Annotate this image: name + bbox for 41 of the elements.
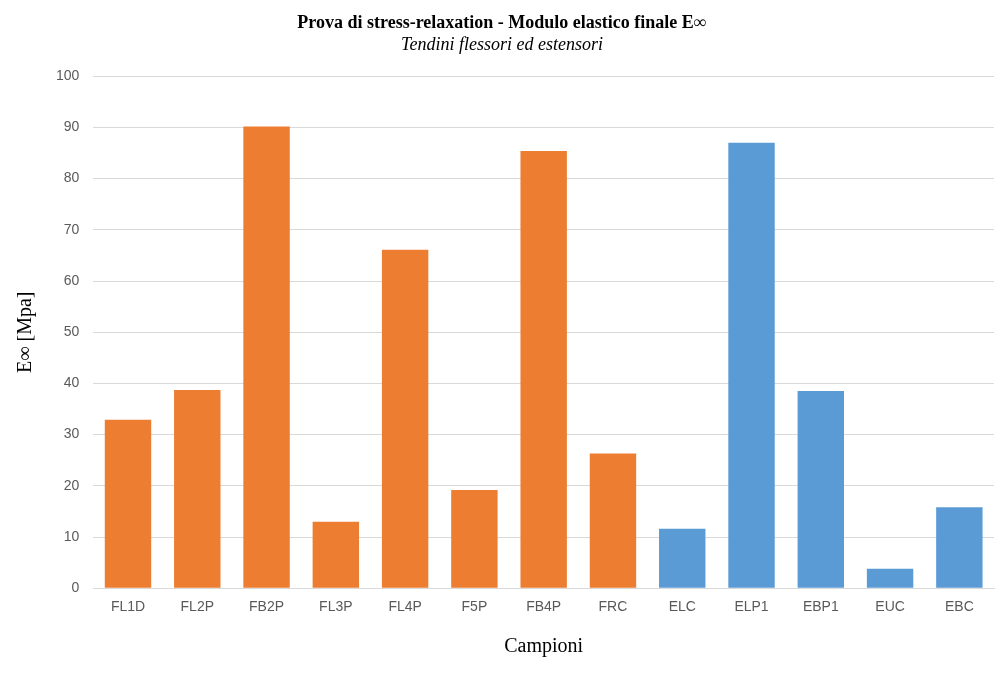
bar (451, 489, 498, 588)
x-tick-label: EBP1 (802, 598, 839, 615)
y-tick-label: 40 (63, 374, 80, 391)
y-axis-title: E∞ [Mpa] (13, 291, 37, 373)
bar (312, 521, 360, 588)
x-tick-label: F5P (461, 598, 488, 615)
x-tick-label: FB2P (249, 598, 285, 615)
bar (659, 528, 706, 588)
bar (243, 126, 290, 588)
chart-subtitle: Tendini flessori ed estensori (401, 34, 603, 55)
bar (381, 249, 429, 588)
bar (174, 390, 221, 588)
y-tick-label: 10 (63, 527, 80, 544)
x-tick-label: FL2P (180, 598, 215, 615)
x-tick-label: FL1D (110, 598, 146, 615)
y-tick-label: 50 (63, 323, 80, 340)
x-tick-label: FB4P (526, 598, 562, 615)
y-tick-label: 70 (63, 220, 80, 237)
x-axis-title: Campioni (504, 634, 584, 658)
x-tick-label: EUC (875, 598, 905, 615)
y-tick-label: 100 (56, 67, 80, 84)
bar (520, 150, 567, 588)
x-tick-label: EBC (944, 598, 974, 615)
chart-title: Prova di stress-relaxation - Modulo elastico finale E∞ (297, 12, 707, 33)
x-tick-label: FL4P (388, 598, 422, 615)
bar (866, 568, 914, 588)
bar (104, 419, 152, 588)
x-tick-label: FRC (598, 598, 628, 615)
bar (589, 453, 637, 588)
bar (936, 507, 983, 588)
y-tick-label: 60 (63, 271, 80, 288)
bar (797, 391, 845, 588)
bar (728, 142, 775, 588)
y-tick-label: 90 (63, 118, 80, 135)
x-tick-label: ELP1 (734, 598, 769, 615)
y-tick-label: 30 (63, 425, 80, 442)
x-tick-label: FL3P (319, 598, 353, 615)
y-tick-label: 20 (63, 476, 80, 493)
y-tick-label: 80 (63, 169, 80, 186)
x-tick-label: ELC (668, 598, 696, 615)
y-tick-label: 0 (71, 579, 80, 596)
